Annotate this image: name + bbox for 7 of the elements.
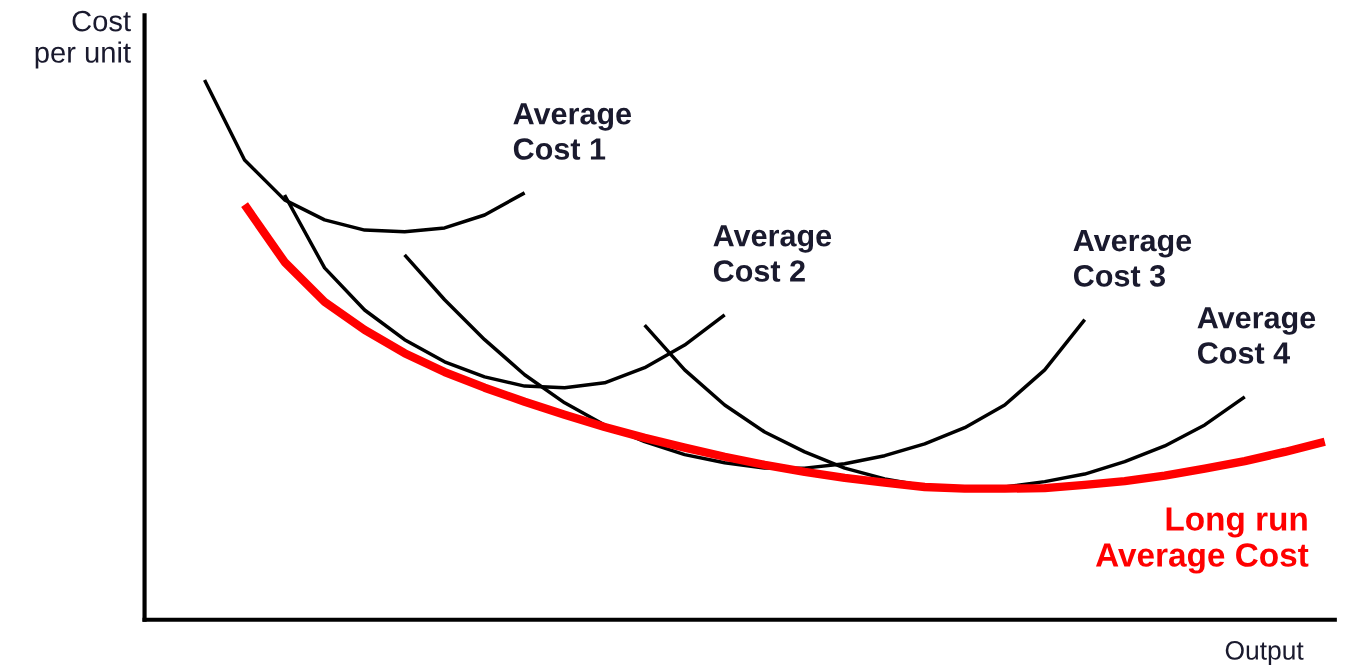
y-axis-title: Cost per unit (35, 10, 131, 69)
x-axis-title: Output (1225, 641, 1304, 665)
series-label: Average Cost 2 (713, 225, 832, 282)
series-label: Average Cost 4 (1197, 307, 1316, 364)
series-label: Long run Average Cost (1095, 507, 1309, 574)
series-label: Average Cost 3 (1073, 230, 1192, 287)
series-label: Average Cost 1 (513, 103, 632, 160)
